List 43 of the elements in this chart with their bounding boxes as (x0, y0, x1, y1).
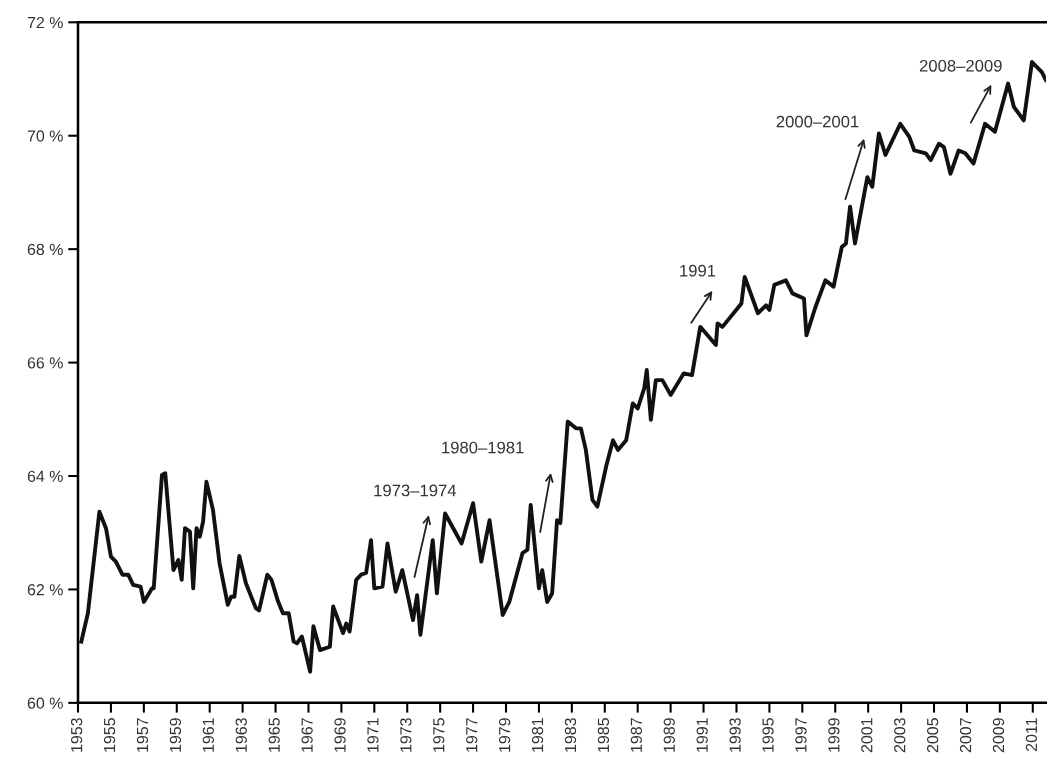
annotation: 1980–1981 (442, 441, 524, 454)
line-series (79, 60, 1046, 674)
x-tick-label: 2007 (959, 718, 972, 753)
x-tick-label: 2001 (861, 718, 873, 753)
x-tick-label: 1969 (334, 718, 346, 752)
x-tick-label: 1953 (70, 718, 83, 752)
x-tick-label: 1989 (663, 718, 675, 752)
x-tick-label: 2003 (894, 718, 906, 753)
y-tick-label: 64 % (27, 470, 63, 482)
x-tick-label: 1963 (235, 718, 247, 752)
x-tick-label: 2011 (1025, 718, 1038, 751)
x-tick-label: 1961 (202, 718, 214, 752)
x-tick-label: 1979 (498, 718, 511, 752)
y-tick-label: 70 % (27, 130, 63, 142)
x-tick-label: 1965 (268, 718, 280, 752)
x-tick-label: 1971 (367, 718, 379, 752)
x-tick-label: 1987 (630, 718, 642, 752)
x-tick-label: 1999 (828, 718, 840, 752)
x-tick-label: 1997 (795, 718, 807, 752)
x-tick-label: 1977 (466, 718, 478, 752)
y-tick-label: 62 % (27, 584, 63, 596)
annotation: 1973–1974 (374, 484, 457, 497)
x-tick-label: 1991 (696, 718, 708, 752)
x-tick-label: 1993 (729, 718, 741, 752)
x-tick-label: 1973 (400, 718, 412, 752)
y-tick-label: 72 % (27, 16, 63, 29)
x-tick-label: 2005 (926, 718, 939, 753)
x-tick-label: 1981 (531, 718, 544, 752)
x-tick-label: 1995 (762, 718, 774, 752)
y-tick-label: 68 % (27, 243, 63, 256)
x-tick-label: 1955 (103, 718, 116, 752)
annotation: 2008–2009 (919, 59, 1002, 72)
y-tick-label: 60 % (27, 697, 63, 709)
x-tick-label: 1975 (433, 718, 445, 752)
annotation: 2000–2001 (776, 115, 859, 128)
x-tick-label: 1957 (136, 718, 149, 752)
x-tick-label: 1959 (169, 718, 182, 752)
x-tick-label: 1967 (301, 718, 313, 752)
annotation: 1991 (680, 264, 716, 277)
x-tick-label: 1985 (597, 718, 610, 752)
y-tick-label: 66 % (27, 357, 63, 369)
x-tick-label: 1983 (564, 718, 577, 752)
x-tick-label: 2009 (992, 718, 1005, 753)
